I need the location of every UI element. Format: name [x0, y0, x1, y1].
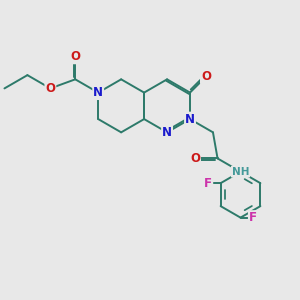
Text: F: F	[249, 211, 257, 224]
Text: O: O	[70, 50, 80, 63]
Text: O: O	[201, 70, 211, 83]
Text: N: N	[162, 126, 172, 139]
Text: NH: NH	[232, 167, 249, 177]
Text: N: N	[93, 86, 103, 99]
Text: O: O	[190, 152, 200, 165]
Text: N: N	[185, 112, 195, 126]
Text: F: F	[204, 177, 212, 190]
Text: O: O	[45, 82, 56, 95]
